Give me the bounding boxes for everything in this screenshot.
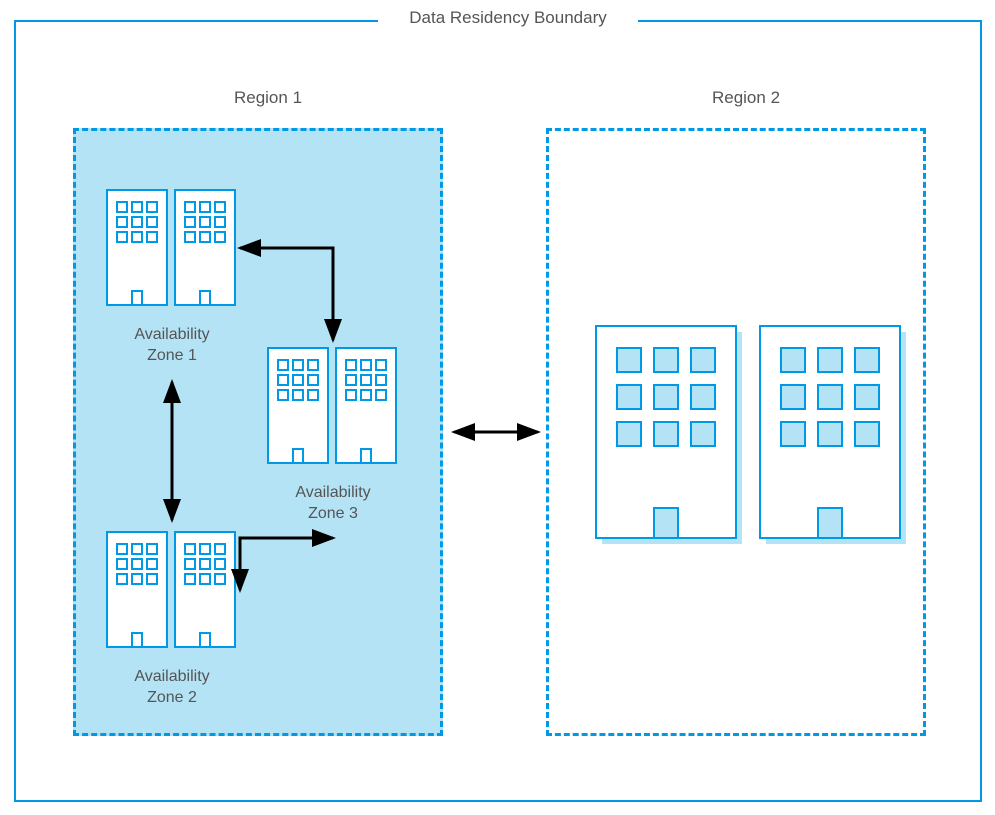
availability-zone-2-label: Availability Zone 2 — [112, 667, 232, 709]
region-2-box — [546, 128, 926, 736]
availability-zone-3-label: Availability Zone 3 — [273, 483, 393, 525]
diagram-canvas: Data Residency Boundary Region 1 Region … — [0, 0, 995, 815]
region-1-title: Region 1 — [198, 88, 338, 108]
region-1-box — [73, 128, 443, 736]
availability-zone-1-label: Availability Zone 1 — [112, 325, 232, 367]
boundary-title: Data Residency Boundary — [378, 8, 638, 28]
region-2-title: Region 2 — [676, 88, 816, 108]
